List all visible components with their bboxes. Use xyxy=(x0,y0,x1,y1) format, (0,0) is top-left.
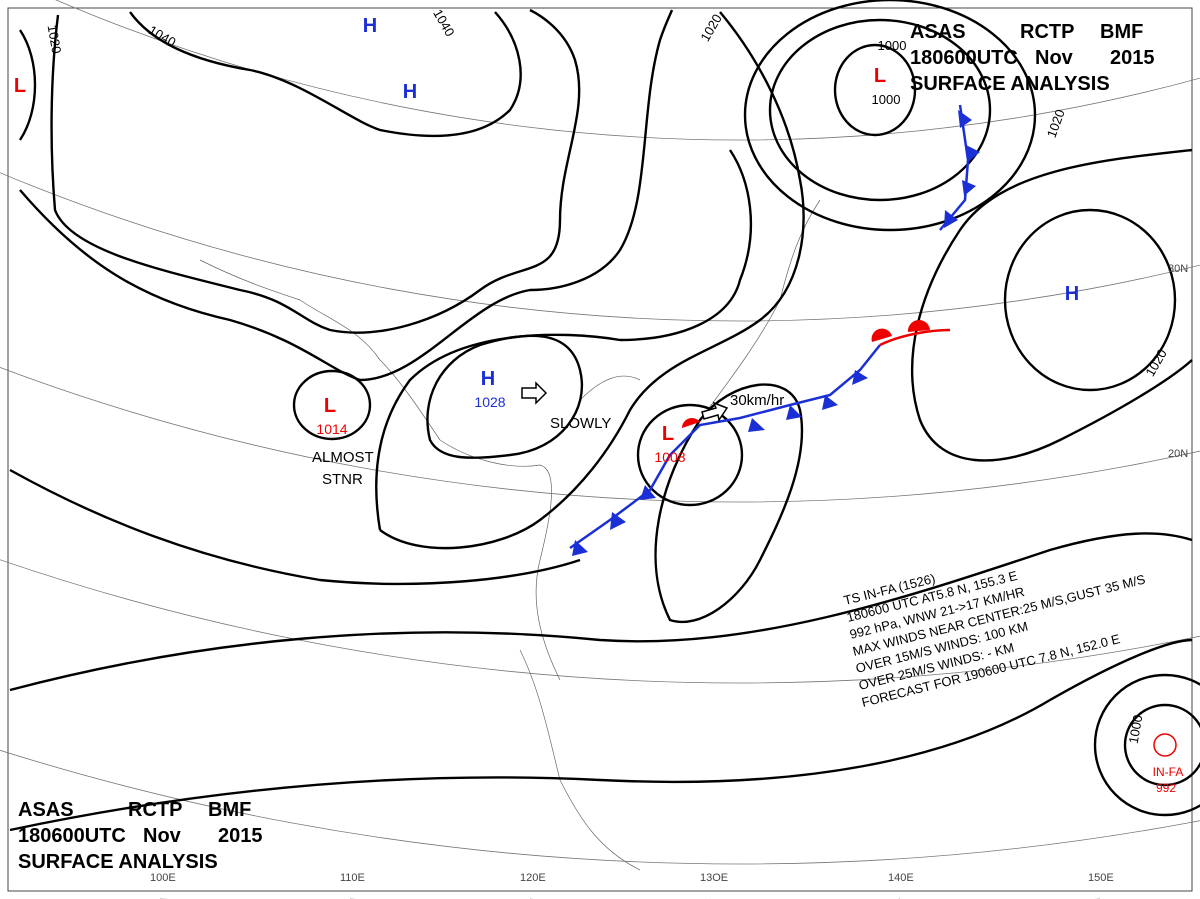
cold-front xyxy=(569,344,881,550)
header-text: 2015 xyxy=(218,825,263,847)
longitude-label: 120E xyxy=(520,872,546,884)
fronts xyxy=(521,104,980,556)
front-symbol xyxy=(572,540,588,556)
longitude-label: 150E xyxy=(1088,872,1114,884)
annotation: 30km/hr xyxy=(730,392,784,409)
typhoon-center xyxy=(1153,733,1177,757)
header-text: BMF xyxy=(1100,21,1143,43)
annotation: SLOWLY xyxy=(550,415,611,432)
system-letter: L xyxy=(662,423,674,445)
front-symbol xyxy=(822,395,838,410)
front-symbol xyxy=(958,110,972,128)
cold-front xyxy=(939,104,970,231)
front-symbol xyxy=(962,180,976,196)
header-text: SURFACE ANALYSIS xyxy=(910,73,1110,95)
header-text: 180600UTC xyxy=(18,825,126,847)
latitude-label: 30N xyxy=(1168,263,1188,275)
front-symbol xyxy=(944,210,958,228)
system-pressure: 1008 xyxy=(654,449,685,465)
longitude-label: 110E xyxy=(340,872,365,884)
front-symbol xyxy=(966,145,980,162)
system-letter: L xyxy=(324,395,336,417)
warm-front xyxy=(879,328,951,347)
longitude-label: 13OE xyxy=(700,872,728,884)
front-symbol xyxy=(610,512,626,530)
header-text: Nov xyxy=(1035,47,1074,69)
isobar-label: 1000 xyxy=(1126,714,1146,745)
isobars xyxy=(9,0,1200,832)
header-text: 180600UTC xyxy=(910,47,1018,69)
front-symbol xyxy=(748,418,765,432)
annotation: ALMOST xyxy=(312,449,374,466)
front-symbol xyxy=(852,370,868,385)
front-symbol xyxy=(786,405,802,420)
latitude-label: 20N xyxy=(1168,448,1188,460)
front-symbol xyxy=(640,485,656,500)
annotation: STNR xyxy=(322,471,363,488)
typhoon-pressure: 992 xyxy=(1156,781,1176,795)
system-letter: L xyxy=(874,65,886,87)
system-pressure: 1028 xyxy=(474,394,505,410)
longitude-label: 140E xyxy=(888,872,914,884)
header-text: 2015 xyxy=(1110,47,1155,69)
header-text: ASAS xyxy=(910,21,966,43)
header-text: RCTP xyxy=(1020,21,1074,43)
system-letter: H xyxy=(1065,283,1079,305)
map-frame xyxy=(7,7,1193,892)
header-text: Nov xyxy=(143,825,182,847)
system-pressure: 1014 xyxy=(316,421,347,437)
typhoon-name: IN-FA xyxy=(1153,765,1184,779)
system-letter: H xyxy=(403,81,417,103)
typhoon-symbol xyxy=(1153,733,1177,757)
isobar-label: 1020 xyxy=(45,24,65,55)
header-text: SURFACE ANALYSIS xyxy=(18,851,218,873)
header-text: ASAS xyxy=(18,799,74,821)
system-letter: L xyxy=(14,75,26,97)
motion-arrow xyxy=(701,401,729,422)
system-letter: H xyxy=(363,15,377,37)
isobar-label: 1000 xyxy=(872,92,901,107)
system-letter: H xyxy=(481,368,495,390)
isobar-label: 1000 xyxy=(878,38,907,53)
motion-arrow xyxy=(521,381,548,405)
longitude-label: 100E xyxy=(150,872,176,884)
header-text: RCTP xyxy=(128,799,182,821)
header-text: BMF xyxy=(208,799,251,821)
